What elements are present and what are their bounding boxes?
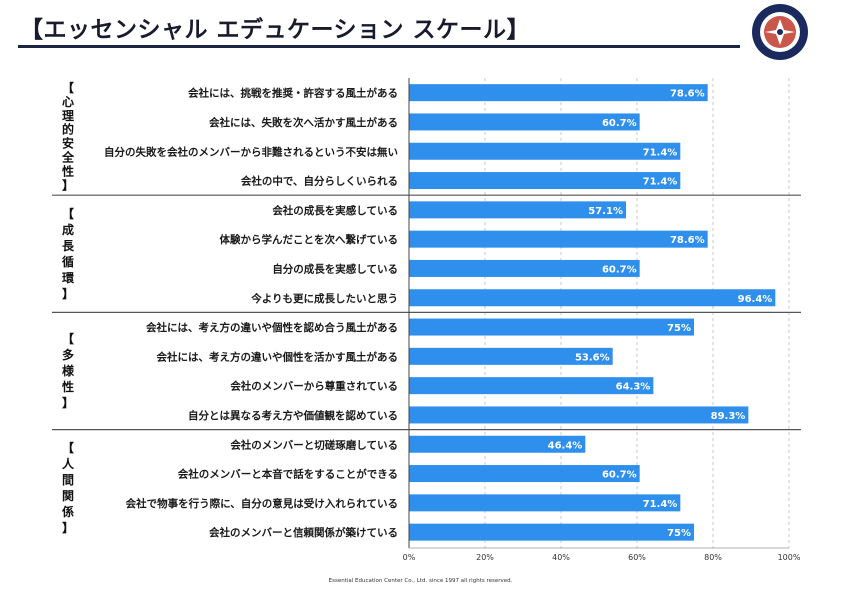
data-label: 60.7% — [602, 264, 637, 275]
group-label-char: 成 — [62, 222, 74, 237]
bar — [409, 494, 681, 512]
page-title: 【エッセンシャル エデュケーション スケール】 — [20, 17, 531, 43]
category-label: 会社のメンバーと信頼関係が築けている — [209, 526, 398, 539]
group-label-char: 【 — [62, 80, 74, 95]
group-label-char: 係 — [62, 504, 74, 519]
group-label-char: 】 — [62, 520, 74, 535]
bar — [409, 347, 613, 365]
category-label: 自分の失敗を会社のメンバーから非難されるという不安は無い — [104, 145, 398, 158]
bar — [409, 406, 749, 424]
data-label: 71.4% — [643, 177, 678, 188]
bar — [409, 84, 708, 102]
group-label-char: 人 — [62, 456, 75, 471]
x-tick-label: 40% — [552, 553, 570, 562]
bar — [409, 172, 681, 190]
group-label-char: 関 — [62, 489, 74, 503]
category-label: 会社には、考え方の違いや個性を認め合う風土がある — [146, 321, 398, 334]
group-label-char: 多 — [62, 347, 74, 362]
bar — [409, 435, 586, 453]
group-label-char: 間 — [62, 473, 74, 487]
category-label: 会社のメンバーから尊重されている — [230, 380, 398, 393]
x-tick-label: 100% — [778, 553, 801, 562]
group-label-char: 】 — [62, 395, 74, 410]
data-label: 60.7% — [602, 470, 637, 481]
x-tick-label: 20% — [476, 553, 494, 562]
data-label: 53.6% — [575, 352, 610, 363]
group-label-char: 様 — [62, 363, 75, 378]
bar — [409, 142, 681, 160]
category-label: 会社には、失敗を次へ活かす風土がある — [209, 116, 398, 129]
bar — [409, 201, 626, 219]
group-label-char: 全 — [61, 149, 75, 164]
bar — [409, 289, 776, 307]
group-label-char: 【 — [62, 206, 74, 221]
data-label: 71.4% — [643, 499, 678, 510]
group-label-char: 的 — [62, 122, 74, 137]
group-label-char: 安 — [62, 136, 74, 151]
data-label: 78.6% — [670, 235, 705, 246]
bar — [409, 465, 640, 483]
x-tick-label: 0% — [403, 553, 416, 562]
group-label-char: 理 — [62, 109, 74, 123]
group-label-char: 性 — [61, 163, 74, 178]
category-label: 自分の成長を実感している — [272, 262, 398, 275]
x-tick-label: 80% — [704, 553, 722, 562]
group-label-char: 】 — [62, 177, 74, 192]
bar — [409, 377, 654, 395]
group-label-char: 循 — [62, 254, 74, 269]
category-label: 会社には、挑戦を推奨・許容する風土がある — [188, 87, 398, 100]
bar — [409, 230, 708, 248]
bar — [409, 318, 694, 336]
category-label: 体験から学んだことを次へ繋げている — [220, 233, 399, 246]
group-label-char: 【 — [62, 440, 74, 455]
data-label: 75% — [667, 323, 691, 334]
data-label: 64.3% — [616, 382, 651, 393]
data-label: 71.4% — [643, 147, 678, 158]
category-label: 会社には、考え方の違いや個性を活かす風土がある — [157, 350, 399, 363]
category-label: 会社で物事を行う際に、自分の意見は受け入れられている — [126, 497, 398, 510]
group-label-char: 長 — [62, 238, 75, 253]
group-label-char: 】 — [62, 286, 74, 301]
data-label: 60.7% — [602, 118, 637, 129]
data-label: 96.4% — [738, 294, 773, 305]
data-label: 89.3% — [711, 411, 746, 422]
category-label: 今よりも更に成長したいと思う — [250, 292, 398, 305]
group-label-char: 【 — [62, 331, 74, 346]
group-label-char: 性 — [61, 379, 74, 394]
category-label: 会社の成長を実感している — [272, 204, 398, 217]
data-label: 57.1% — [588, 206, 623, 217]
bar-chart: 0% 20% 40% 60% 80% 100%【心理的安全性】会社には、挑戦を推奨・許容す… — [52, 78, 801, 562]
data-label: 46.4% — [548, 440, 583, 451]
category-label: 会社の中で、自分らしくいられる — [241, 175, 398, 188]
data-label: 78.6% — [670, 89, 705, 100]
category-label: 会社のメンバーと切磋琢磨している — [230, 438, 398, 451]
copyright-notice: Essential Education Center Co., Ltd. sin… — [328, 578, 513, 584]
x-tick-label: 60% — [628, 553, 646, 562]
category-label: 会社のメンバーと本音で話をすることができる — [178, 468, 398, 481]
bar — [409, 259, 640, 277]
title-underline — [18, 45, 740, 48]
bar — [409, 523, 694, 541]
bar — [409, 113, 640, 131]
group-label-char: 心 — [62, 95, 74, 109]
data-label: 75% — [667, 528, 691, 539]
group-label-char: 環 — [62, 271, 75, 285]
circular-emblem-icon — [752, 4, 808, 60]
category-label: 自分とは異なる考え方や価値観を認めている — [188, 409, 398, 422]
